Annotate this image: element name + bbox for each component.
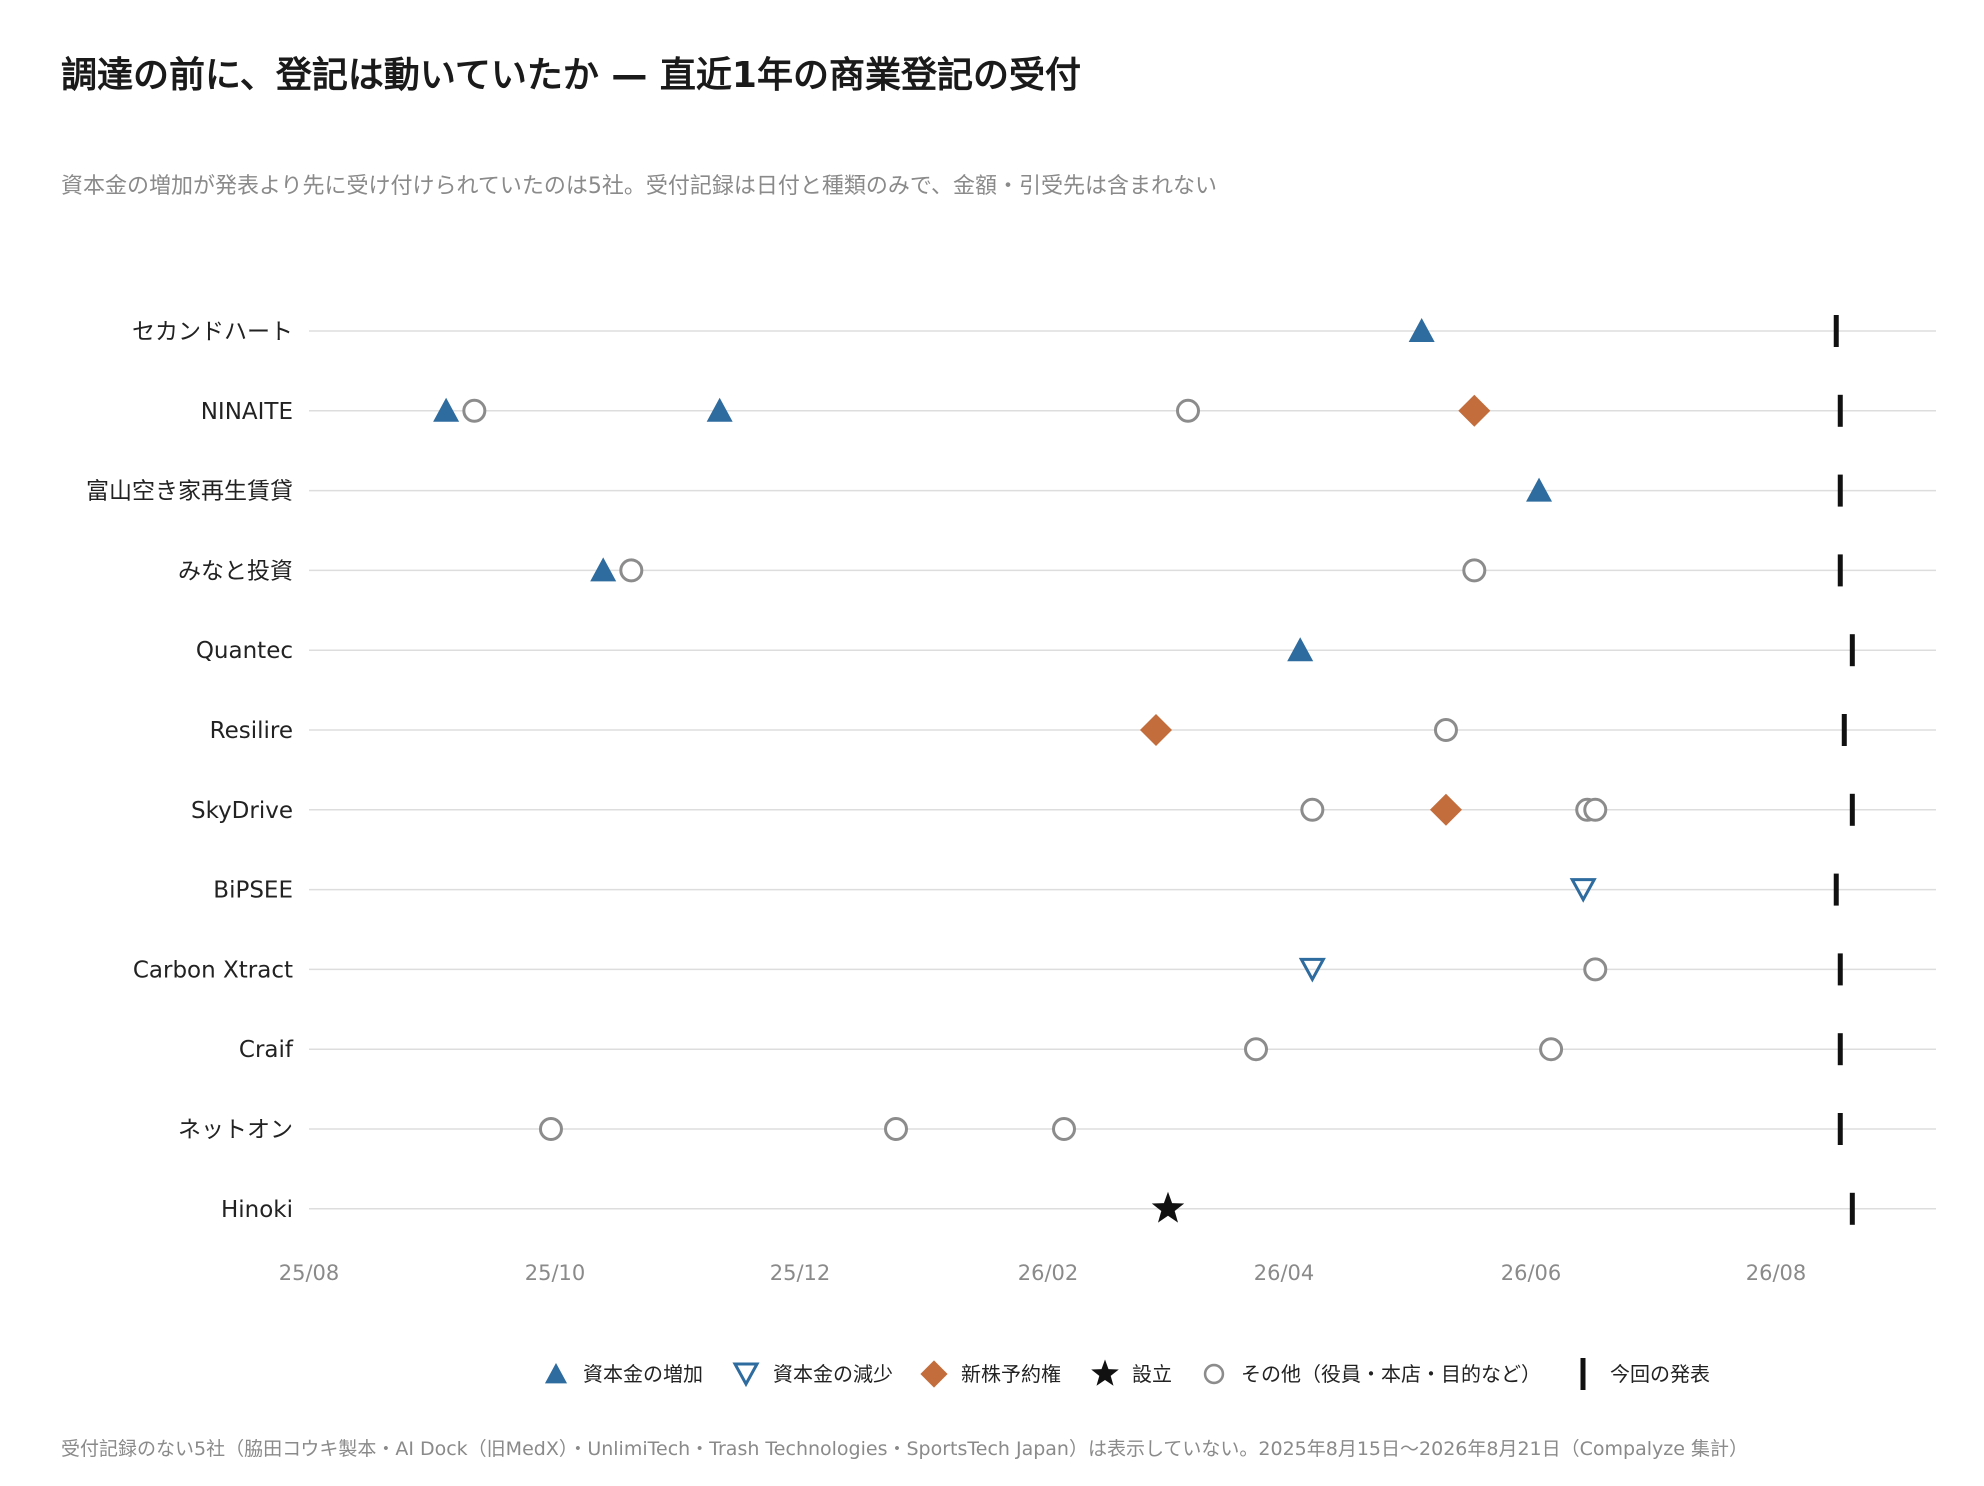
- x-tick-label: 26/02: [1018, 1261, 1079, 1285]
- announcement-marker: [1833, 873, 1839, 906]
- legend-label: 新株予約権: [961, 1362, 1061, 1386]
- announcement-marker: [1837, 1033, 1843, 1066]
- other-registration-marker: [1176, 398, 1200, 423]
- other-registration-marker: [538, 1117, 563, 1141]
- x-tick-label: 26/08: [1746, 1261, 1807, 1285]
- company-label: BiPSEE: [213, 878, 293, 904]
- stock-warrant-marker: [1429, 793, 1462, 826]
- other-registration-marker: [1300, 797, 1325, 822]
- legend-other-registration-marker: [1203, 1363, 1225, 1385]
- announcement-marker: [1849, 634, 1855, 667]
- capital-decrease-marker: [1298, 957, 1326, 983]
- x-axis: 25/08 25/10 25/12 26/02 26/04 26/06 26/08: [279, 1261, 1807, 1285]
- legend-stock-warrant-marker: [920, 1360, 948, 1388]
- company-label: Carbon Xtract: [133, 957, 293, 983]
- other-registration-marker: [462, 398, 487, 423]
- other-registration-marker: [1052, 1117, 1076, 1141]
- other-registration-marker: [1462, 558, 1487, 583]
- company-label: Hinoki: [221, 1197, 293, 1223]
- grid-lines: [309, 330, 1936, 1210]
- legend: 資本金の増加 資本金の減少 新株予約権 設立 その他（役員・本店・目的など） 今回の発表: [544, 1358, 1710, 1390]
- company-label: 富山空き家再生賃貸: [86, 479, 293, 505]
- legend-label: 今回の発表: [1610, 1362, 1710, 1386]
- announcement-marker: [1837, 394, 1843, 427]
- company-label: セカンドハート: [132, 319, 293, 345]
- legend-label: 設立: [1132, 1362, 1172, 1386]
- company-label: Craif: [239, 1037, 294, 1063]
- announcement-marker: [1837, 953, 1843, 986]
- company-label: みなと投資: [178, 558, 293, 584]
- other-registration-marker: [1539, 1037, 1564, 1062]
- company-label: SkyDrive: [191, 798, 293, 824]
- announcement-marker: [1833, 315, 1839, 347]
- announcement-marker: [1849, 793, 1855, 826]
- capital-increase-marker: [433, 397, 460, 422]
- legend-announcement-marker: [1580, 1358, 1586, 1390]
- other-registration-marker: [1433, 718, 1458, 742]
- event-markers: [433, 318, 1608, 1223]
- announcement-marker: [1849, 1192, 1855, 1225]
- announcement-markers: [1833, 315, 1855, 1225]
- other-registration-marker: [1583, 957, 1608, 982]
- other-registration-marker: [1583, 797, 1608, 822]
- founding-marker: [1151, 1191, 1185, 1223]
- legend-label: 資本金の減少: [773, 1362, 893, 1386]
- legend-founding-marker: [1091, 1359, 1119, 1386]
- legend-capital-decrease-marker: [732, 1362, 760, 1388]
- legend-capital-increase-marker: [544, 1362, 568, 1384]
- capital-increase-marker: [1526, 477, 1553, 502]
- company-label: Resilire: [210, 718, 293, 744]
- chart-subtitle: 資本金の増加が発表より先に受け付けられていたのは5社。受付記録は日付と種類のみで…: [61, 174, 1218, 199]
- other-registration-marker: [884, 1117, 908, 1141]
- stock-warrant-marker: [1140, 714, 1172, 746]
- legend-label: 資本金の増加: [583, 1362, 703, 1386]
- stock-warrant-marker: [1458, 394, 1491, 427]
- capital-increase-marker: [1287, 637, 1314, 662]
- capital-increase-marker: [590, 557, 617, 582]
- chart-footnote: 受付記録のない5社（脇田コウキ製本・AI Dock（旧MedX）・UnlimiT…: [61, 1438, 1748, 1460]
- capital-increase-marker: [706, 397, 733, 422]
- other-registration-marker: [1244, 1037, 1268, 1062]
- x-tick-label: 25/12: [770, 1261, 831, 1285]
- legend-label: その他（役員・本店・目的など）: [1241, 1362, 1541, 1386]
- announcement-marker: [1837, 474, 1843, 507]
- chart-title: 調達の前に、登記は動いていたか — 直近1年の商業登記の受付: [61, 55, 1081, 96]
- other-registration-marker: [619, 558, 644, 583]
- announcement-marker: [1837, 554, 1843, 587]
- capital-increase-marker: [1408, 318, 1435, 342]
- company-label: ネットオン: [178, 1117, 293, 1143]
- announcement-marker: [1837, 1113, 1843, 1145]
- x-tick-label: 25/08: [279, 1261, 340, 1285]
- company-label: NINAITE: [201, 399, 293, 425]
- announcement-marker: [1841, 714, 1847, 746]
- capital-decrease-marker: [1569, 878, 1597, 903]
- x-tick-label: 25/10: [525, 1261, 586, 1285]
- company-label: Quantec: [196, 638, 293, 664]
- x-tick-label: 26/06: [1501, 1261, 1562, 1285]
- x-tick-label: 26/04: [1254, 1261, 1315, 1285]
